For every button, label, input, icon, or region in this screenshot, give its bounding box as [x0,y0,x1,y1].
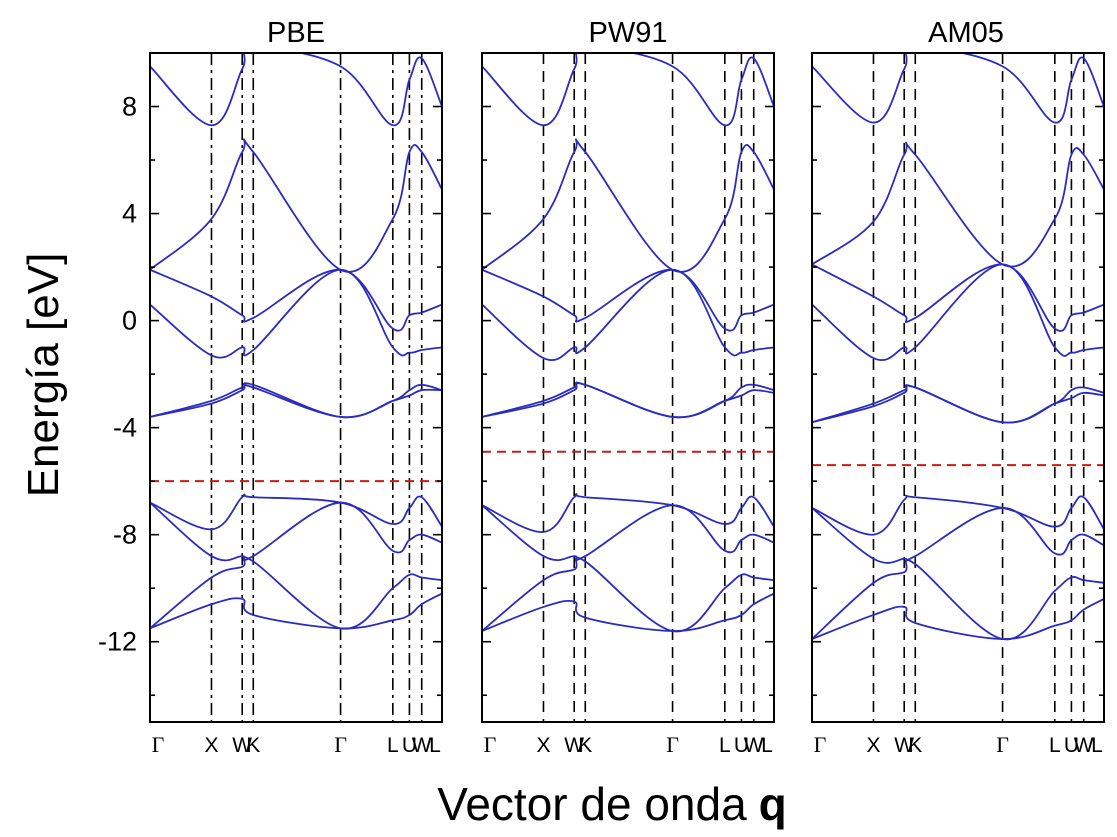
x-axis-label-text: Vector de onda [437,778,747,830]
y-tick-label: 8 [122,92,137,122]
kpoint-label: Γ [484,732,497,757]
band-line [482,556,774,633]
panel-title: PW91 [589,17,668,49]
y-tick-label: -12 [98,627,137,657]
kpoint-label: Γ [814,732,827,757]
band-line [150,493,442,531]
kpoint-label: W [744,734,764,757]
kpoint-label: X [866,734,880,757]
band-line [150,53,442,127]
y-tick-label: -4 [113,413,137,443]
band-line [150,138,442,273]
kpoint-label: L [1091,734,1103,757]
y-axis-label: Energía [eV] [19,253,68,498]
band-line [482,268,774,361]
band-line [812,384,1104,424]
band-line [812,507,1104,564]
bands [482,53,774,633]
kpoint-label: K [578,734,592,757]
panel-frame [811,52,1105,723]
kpoint-label: K [908,734,922,757]
panel-frame [481,52,775,723]
kpoint-label: Γ [996,732,1009,757]
band-line [812,494,1104,536]
kpoint-label: W [564,734,584,757]
kpoint-label: U [402,734,417,757]
y-tick-label: -8 [113,520,137,550]
kpoint-label: W [1074,734,1094,757]
band-line [482,504,774,562]
kpoint-label: W [412,734,432,757]
kpoint-label: L [387,734,399,757]
bands [150,53,442,630]
band-line [150,268,442,359]
band-line [150,501,442,562]
bands [812,53,1104,641]
x-axis-label: Vector de onda q [437,778,787,830]
band-line [482,493,774,533]
y-tick-label: 0 [122,306,137,336]
y-axis: 8 4 0 -4 -8 -12 [98,92,137,657]
kpoint-label: L [429,734,441,757]
band-line [812,263,1104,361]
band-line [482,53,774,127]
band-line [482,382,774,419]
panel-frame [149,52,443,723]
y-tick-label: 4 [122,199,137,229]
kpoint-label: U [734,734,749,757]
x-axis-label-vector: q [759,778,787,830]
kpoint-label: Γ [152,732,165,757]
band-line [150,382,442,419]
band-line [812,384,1104,424]
panel-title: AM05 [928,17,1004,49]
panel-title: PBE [267,17,325,49]
kpoint-label: X [204,734,218,757]
band-line [150,556,442,630]
kpoint-label: W [232,734,252,757]
kpoint-label: Γ [666,732,679,757]
band-line [150,268,442,332]
band-line [812,53,1104,124]
kpoint-label: K [246,734,260,757]
kpoint-label: W [894,734,914,757]
band-line [812,141,1104,268]
band-line [482,138,774,273]
band-line [812,598,1104,640]
band-line [812,558,1104,641]
band-line [150,383,442,419]
kpoint-label: X [536,734,550,757]
kpoint-label: L [1049,734,1061,757]
kpoint-label: L [719,734,731,757]
kpoint-label: U [1064,734,1079,757]
band-line [482,592,774,632]
kpoint-label: Γ [334,732,347,757]
kpoint-label: L [761,734,773,757]
